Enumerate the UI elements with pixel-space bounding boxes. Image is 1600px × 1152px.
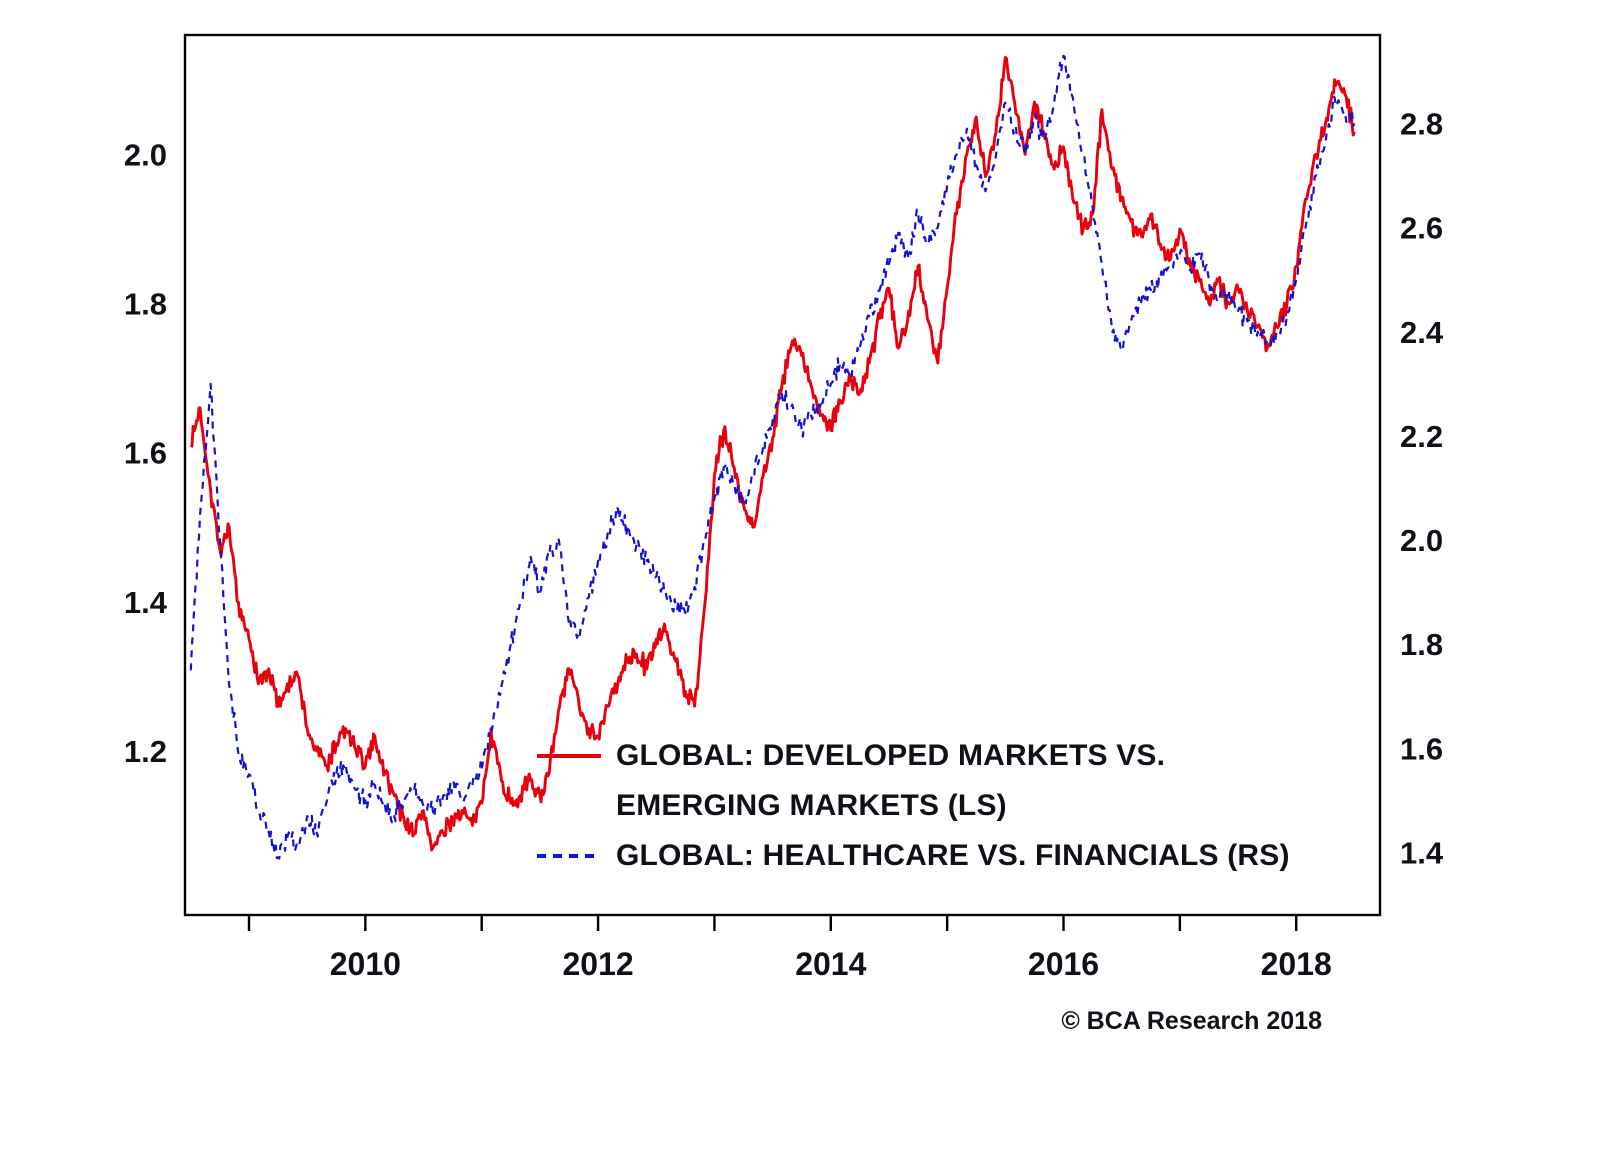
developed-vs-emerging-line xyxy=(189,55,1356,852)
left-axis-label-1.2: 1.2 xyxy=(124,734,167,769)
legend-item-developed-vs-emerging: GLOBAL: DEVELOPED MARKETS VS. xyxy=(537,731,1290,781)
legend-label-developed-vs-emerging-line2: EMERGING MARKETS (LS) xyxy=(616,789,1007,822)
healthcare-vs-financials-line xyxy=(189,54,1356,860)
right-axis-label-1.8: 1.8 xyxy=(1400,627,1443,662)
left-axis-label-1.6: 1.6 xyxy=(124,436,167,471)
left-axis-label-1.8: 1.8 xyxy=(124,286,167,321)
right-axis-label-2.4: 2.4 xyxy=(1400,315,1444,350)
legend-label-healthcare-vs-financials: GLOBAL: HEALTHCARE VS. FINANCIALS (RS) xyxy=(616,839,1290,872)
red-solid-line-sample xyxy=(537,754,601,758)
right-axis-label-2.0: 2.0 xyxy=(1400,523,1443,558)
left-axis-label-1.4: 1.4 xyxy=(124,585,168,620)
blue-dashed-line-sample xyxy=(537,854,601,858)
left-axis-label-2.0: 2.0 xyxy=(124,137,167,172)
x-axis-label-2014: 2014 xyxy=(795,946,866,982)
copyright-source: © BCA Research 2018 xyxy=(1061,1007,1322,1035)
x-axis-label-2012: 2012 xyxy=(562,946,633,982)
plot-frame xyxy=(183,33,1382,917)
x-axis-label-2018: 2018 xyxy=(1261,946,1332,982)
legend-label-developed-vs-emerging-line1: GLOBAL: DEVELOPED MARKETS VS. xyxy=(616,739,1166,772)
x-axis-label-2010: 2010 xyxy=(330,946,401,982)
legend: GLOBAL: DEVELOPED MARKETS VS. EMERGING M… xyxy=(537,731,1290,881)
right-axis-label-1.6: 1.6 xyxy=(1400,731,1443,766)
right-axis-label-2.8: 2.8 xyxy=(1400,107,1443,142)
legend-item-developed-vs-emerging-cont: EMERGING MARKETS (LS) xyxy=(616,781,1290,831)
x-axis-label-2016: 2016 xyxy=(1028,946,1099,982)
right-axis-label-2.2: 2.2 xyxy=(1400,419,1443,454)
right-axis-label-2.6: 2.6 xyxy=(1400,211,1443,246)
right-axis-label-1.4: 1.4 xyxy=(1400,836,1444,871)
legend-item-healthcare-vs-financials: GLOBAL: HEALTHCARE VS. FINANCIALS (RS) xyxy=(537,831,1290,881)
